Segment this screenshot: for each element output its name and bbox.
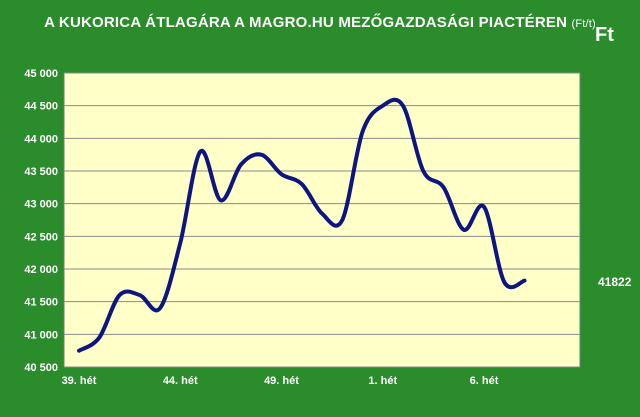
y-tick-label: 44 500 [24,101,58,113]
y-tick-label: 45 000 [24,68,58,80]
y-tick-label: 41 500 [24,297,58,309]
y-tick-label: 43 500 [24,166,58,178]
chart-title-text: A KUKORICA ÁTLAGÁRA A MAGRO.HU MEZŐGAZDA… [44,14,568,31]
y-tick-label: 41 000 [24,329,58,341]
last-value-label: 41822 [598,275,632,289]
x-tick-label: 1. hét [368,375,397,387]
gridlines [64,72,580,368]
series-line [77,97,527,353]
x-tick-label: 49. hét [264,375,299,387]
x-tick-label: 44. hét [163,375,198,387]
y-axis-ticks: 40 500 41 000 41 500 42 000 42 500 43 000 43 5… [24,68,58,374]
x-axis-ticks: 39. hét 44. hét 49. hét 1. hét 6. hét [62,375,499,387]
y-tick-label: 42 500 [24,231,58,243]
x-tick-label: 39. hét [62,375,97,387]
plot-area [63,72,581,368]
x-tick-label: 6. hét [470,375,499,387]
y-tick-label: 42 000 [24,264,58,276]
chart-title-unit: (Ft/t) [571,18,596,30]
y-tick-label: 40 500 [24,362,58,374]
chart-title: A KUKORICA ÁTLAGÁRA A MAGRO.HU MEZŐGAZDA… [0,14,640,31]
y-tick-label: 43 000 [24,199,58,211]
currency-label: Ft [595,24,614,46]
y-tick-label: 44 000 [24,133,58,145]
